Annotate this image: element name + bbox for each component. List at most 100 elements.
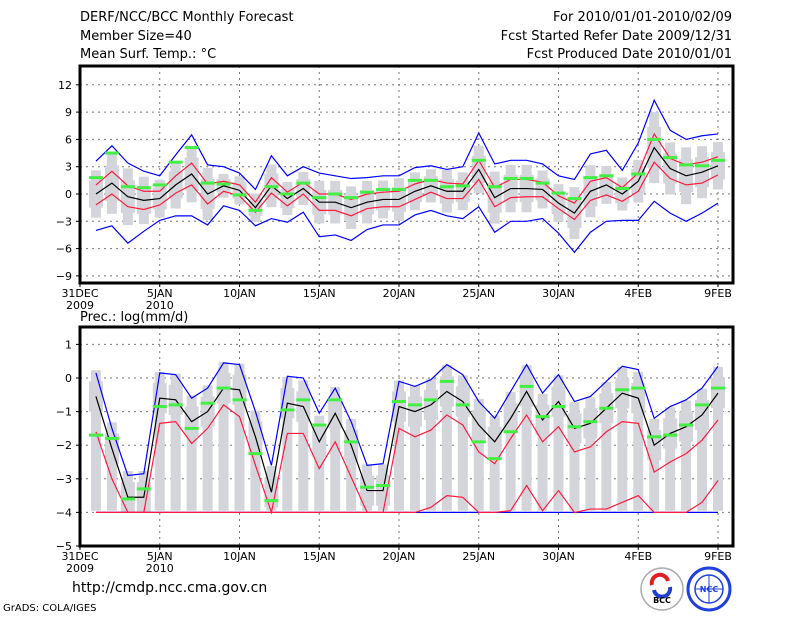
- marker-bar: [104, 151, 119, 155]
- y-tick-label: −2: [56, 439, 72, 452]
- x-tick-label: 25JAN: [462, 287, 495, 300]
- forecast-started-date: Fcst Started Refer Date 2009/12/31: [500, 29, 732, 44]
- x-tick-label: 31DEC: [61, 287, 98, 300]
- marker-bar: [200, 181, 215, 185]
- marker-bar: [136, 186, 151, 190]
- y-tick-label: 9: [65, 106, 72, 119]
- y-tick-label: −3: [56, 473, 72, 486]
- ensemble-mean-line: [95, 146, 719, 214]
- x-tick-label: 5JAN: [147, 287, 173, 300]
- x-year-label: 2010: [146, 562, 174, 575]
- plot-frame: [78, 64, 735, 285]
- marker-bar: [328, 192, 343, 196]
- x-tick-label: 10JAN: [223, 550, 256, 563]
- marker-bar: [296, 398, 311, 402]
- marker-bar: [392, 400, 406, 404]
- y-tick-label: −4: [56, 506, 72, 519]
- max-line: [95, 362, 719, 477]
- marker-bar: [104, 436, 119, 440]
- marker-bar: [376, 484, 391, 488]
- marker-bar: [296, 181, 311, 185]
- marker-bar: [376, 187, 391, 191]
- whisker-bar: [505, 392, 516, 511]
- marker-bar: [663, 156, 678, 160]
- whisker-bar: [521, 365, 532, 511]
- marker-bar: [535, 181, 550, 185]
- x-tick-label: 20JAN: [383, 287, 416, 300]
- marker-bar: [232, 398, 247, 402]
- marker-bar: [423, 178, 438, 182]
- marker-bar: [280, 192, 295, 196]
- whisker-bar: [473, 398, 484, 511]
- x-year-label: 2010: [146, 299, 174, 312]
- marker-bar: [328, 398, 343, 402]
- marker-bar: [599, 406, 614, 410]
- marker-bar: [168, 160, 183, 164]
- x-tick-label: 30JAN: [542, 287, 575, 300]
- marker-bar: [360, 485, 375, 489]
- marker-bar: [503, 177, 518, 181]
- whisker-bar: [106, 422, 117, 511]
- whisker-bar: [649, 418, 660, 511]
- marker-bar: [599, 174, 614, 178]
- marker-bar: [583, 420, 598, 424]
- whisker-bar: [186, 395, 197, 511]
- marker-bar: [487, 185, 502, 189]
- marker-bar: [535, 415, 550, 419]
- marker-bar: [216, 182, 231, 186]
- marker-bar: [487, 457, 502, 461]
- y-tick-label: −1: [56, 406, 72, 419]
- marker-bar: [360, 190, 375, 194]
- marker-bar: [407, 403, 422, 407]
- ensemble-mean-line: [95, 387, 719, 498]
- marker-bar: [615, 388, 630, 392]
- marker-bar: [503, 430, 518, 434]
- marker-bar: [455, 403, 470, 407]
- y-tick-label: 6: [65, 133, 72, 146]
- marker-bar: [583, 176, 598, 180]
- marker-bar: [471, 440, 486, 444]
- plot-panel-temperature: 12 9 6 3 0 −3 −6 −9 31DEC 5JAN 10JAN 15JAN 20JAN 25JA…: [56, 64, 735, 312]
- marker-bar: [551, 191, 566, 195]
- marker-bar: [168, 403, 183, 407]
- marker-bar: [647, 137, 662, 141]
- whisker-bar: [314, 415, 325, 511]
- marker-bar: [392, 187, 406, 191]
- whisker-bar: [553, 375, 564, 511]
- whisker-bar: [218, 361, 229, 511]
- chart-title: DERF/NCC/BCC Monthly Forecast: [80, 10, 294, 25]
- marker-bar: [631, 172, 646, 176]
- marker-bar: [519, 384, 534, 388]
- marker-bar: [567, 425, 582, 429]
- marker-bar: [248, 208, 263, 212]
- whisker-bar: [441, 365, 452, 511]
- y-tick-label: 0: [65, 188, 72, 201]
- upper-sd-line: [95, 132, 719, 204]
- lower-sd-line: [95, 161, 719, 221]
- min-line: [95, 200, 719, 254]
- marker-bar: [88, 433, 103, 437]
- grads-credit: GrADS: COLA/IGES: [3, 603, 97, 614]
- x-tick-label: 9FEB: [704, 287, 732, 300]
- whisker-bar: [569, 402, 580, 511]
- y-tick-label: 1: [65, 338, 72, 351]
- x-tick-label: 20JAN: [383, 550, 416, 563]
- whisker-bar: [154, 371, 165, 511]
- marker-bar: [423, 398, 438, 402]
- marker-bar: [88, 176, 103, 180]
- marker-bar: [152, 183, 167, 187]
- marker-bar: [439, 379, 454, 383]
- marker-bar: [264, 185, 279, 189]
- y-tick-label: −9: [56, 270, 72, 283]
- box-bar: [88, 381, 103, 412]
- marker-bar: [711, 158, 725, 162]
- marker-bar: [663, 433, 678, 437]
- whisker-bar: [425, 378, 436, 511]
- marker-bar: [471, 158, 486, 162]
- whisker-bar: [330, 387, 341, 511]
- x-tick-label: 31DEC: [61, 550, 98, 563]
- whisker-bar: [250, 410, 261, 511]
- marker-bar: [200, 401, 215, 405]
